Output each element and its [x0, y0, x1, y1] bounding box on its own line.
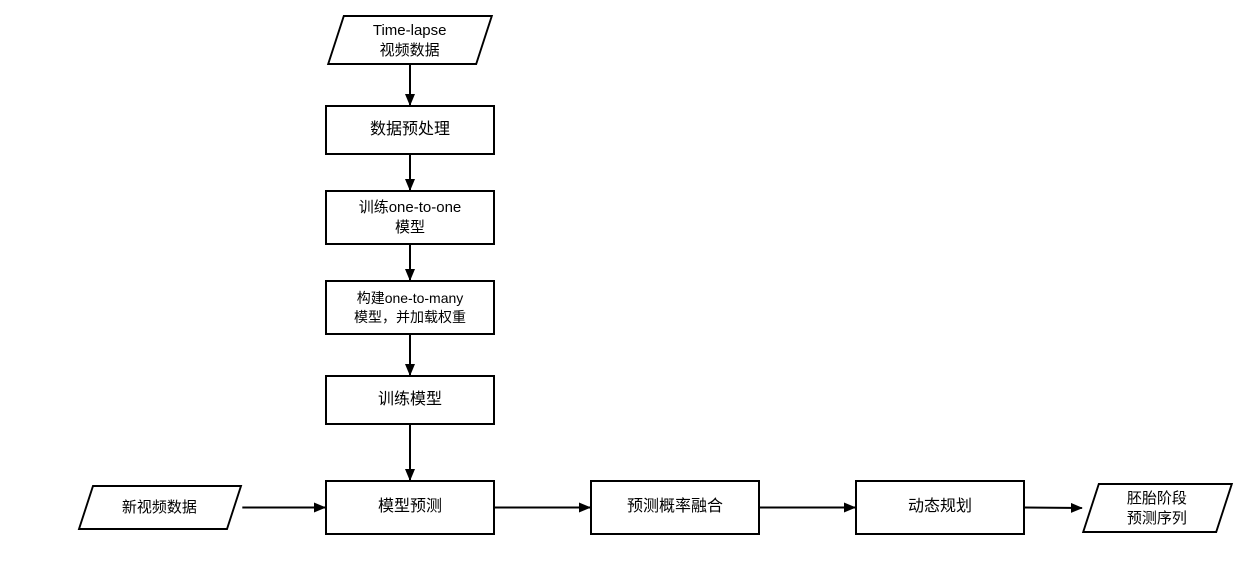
node-label: 训练one-to-one模型 [359, 198, 462, 237]
node-model-predict: 模型预测 [325, 480, 495, 535]
node-input-new-video: 新视频数据 [78, 485, 243, 530]
node-label: 训练模型 [378, 390, 442, 411]
node-input-timelapse: Time-lapse视频数据 [327, 15, 493, 65]
node-label: 新视频数据 [122, 498, 197, 518]
node-preprocess: 数据预处理 [325, 105, 495, 155]
node-dynamic-programming: 动态规划 [855, 480, 1025, 535]
node-label: 预测概率融合 [627, 497, 723, 518]
node-train-model: 训练模型 [325, 375, 495, 425]
node-label: 数据预处理 [370, 120, 450, 141]
node-label: 胚胎阶段预测序列 [1127, 489, 1187, 528]
node-label: Time-lapse视频数据 [373, 21, 447, 60]
node-output-sequence: 胚胎阶段预测序列 [1082, 483, 1233, 533]
node-build-one-to-many: 构建one-to-many模型，并加载权重 [325, 280, 495, 335]
node-label: 模型预测 [378, 497, 442, 518]
node-probability-fusion: 预测概率融合 [590, 480, 760, 535]
node-label: 构建one-to-many模型，并加载权重 [354, 289, 466, 325]
node-train-one-to-one: 训练one-to-one模型 [325, 190, 495, 245]
node-label: 动态规划 [908, 497, 972, 518]
